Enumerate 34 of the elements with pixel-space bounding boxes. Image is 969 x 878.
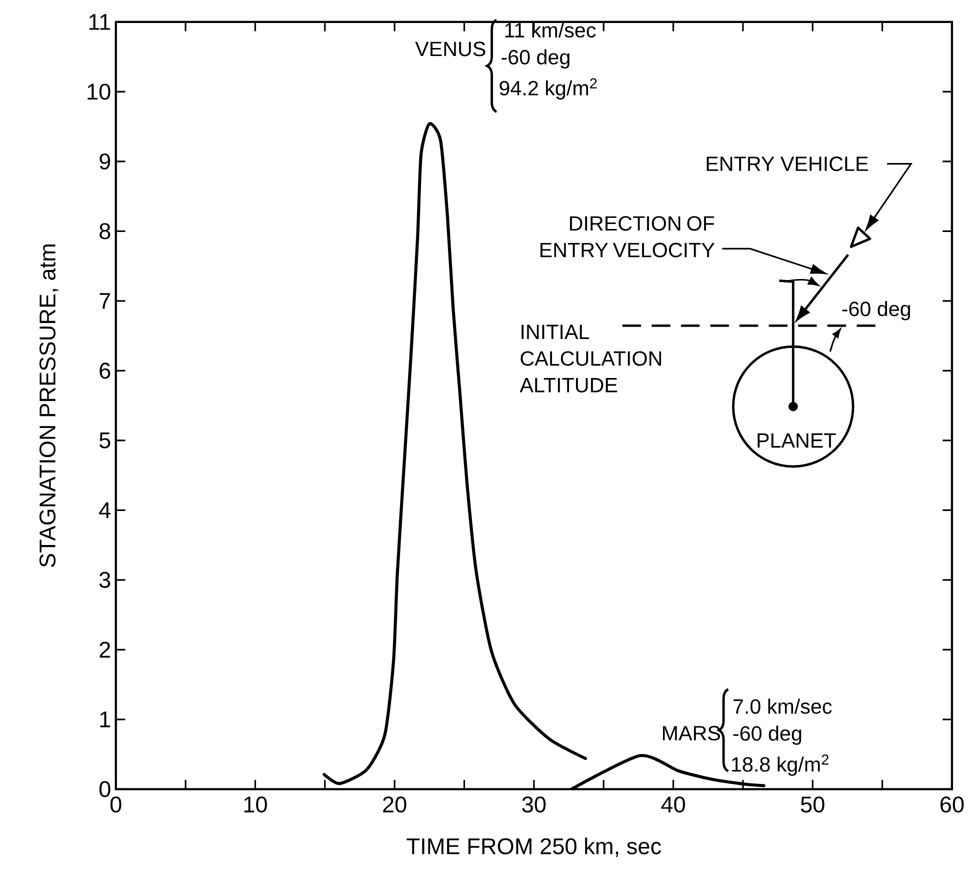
y-tick-label: 4 bbox=[99, 502, 111, 518]
y-tick-label: 6 bbox=[100, 362, 110, 379]
x-axis-title: TIME FROM 250 km, sec bbox=[406, 838, 662, 857]
x-tick-label: 0 bbox=[110, 796, 122, 813]
annotation: -60 deg bbox=[733, 726, 802, 745]
annotation: 94.2 kg/m$^{2}$ bbox=[500, 78, 597, 100]
annotation: -60 deg bbox=[842, 301, 910, 320]
legend-label: VENUS bbox=[415, 42, 486, 56]
y-tick-label: 8 bbox=[100, 223, 110, 240]
annotation: INITIAL CALCULATION ALTITUDE bbox=[520, 324, 662, 392]
x-tick-label: 60 bbox=[940, 796, 964, 813]
series-label: MARS bbox=[663, 726, 720, 741]
y-tick-label: 9 bbox=[100, 153, 110, 170]
x-tick-label: 30 bbox=[522, 796, 546, 813]
annotation: DIRECTION OF ENTRY VELOCITY bbox=[540, 216, 714, 258]
y-tick-label: 5 bbox=[99, 432, 110, 448]
y-tick-label: 0 bbox=[99, 781, 110, 798]
annotation: 11 km/sec bbox=[505, 22, 596, 38]
x-tick-label: 20 bbox=[383, 796, 406, 813]
annotation: 7.0 km/sec bbox=[734, 698, 832, 714]
x-tick-label: 10 bbox=[244, 796, 267, 813]
y-tick-label: 2 bbox=[100, 642, 110, 658]
annotation: 18.8 kg/m$^{2}$ bbox=[732, 754, 828, 776]
y-tick-label: 7 bbox=[100, 293, 110, 309]
annotation: -60 deg bbox=[502, 49, 570, 69]
x-tick-label: 50 bbox=[800, 796, 824, 813]
y-axis-title: STAGNATION PRESSURE, atm bbox=[39, 244, 58, 568]
annotation: PLANET bbox=[758, 433, 836, 448]
y-tick-label: 1 bbox=[100, 712, 110, 728]
y-tick-label: 3 bbox=[99, 572, 110, 588]
x-tick-label: 40 bbox=[661, 796, 685, 813]
y-tick-label: 10 bbox=[88, 84, 110, 100]
annotation: ENTRY VEHICLE bbox=[706, 156, 868, 172]
y-tick-label: 11 bbox=[89, 14, 110, 30]
